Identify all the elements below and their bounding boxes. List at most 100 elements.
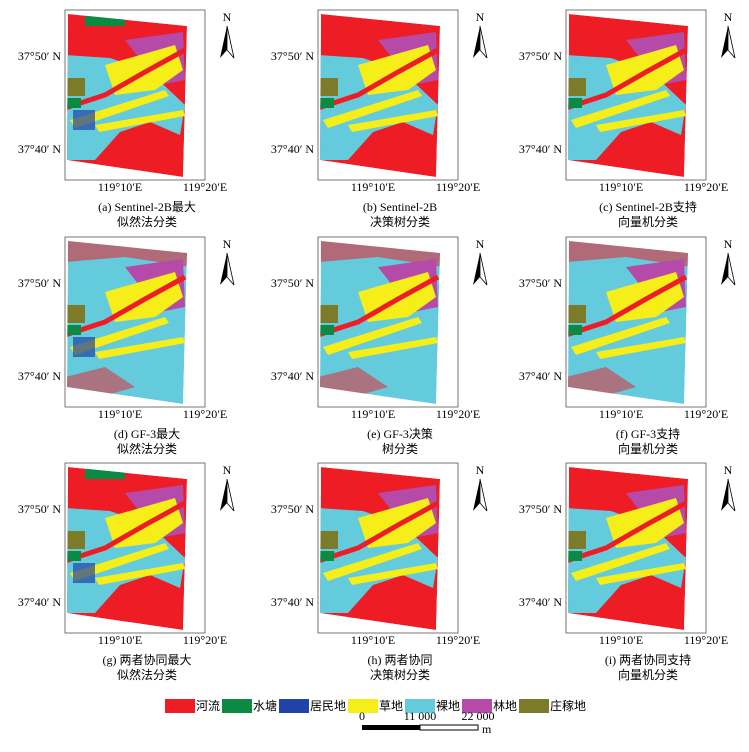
legend-label: 水塘: [253, 698, 277, 713]
map: [67, 241, 187, 404]
north-arrow: [721, 26, 728, 58]
north-arrow: [721, 253, 728, 285]
map-region: [73, 563, 95, 583]
map-region: [320, 531, 338, 549]
map-region: [320, 274, 440, 338]
legend-swatch: [279, 699, 309, 713]
lat-label: 37°40′ N: [18, 595, 61, 609]
lat-label: 37°50′ N: [18, 276, 61, 290]
map-region: [95, 110, 185, 132]
map-region: [348, 563, 438, 585]
lon-label: 119°10′E: [599, 633, 643, 647]
north-arrow: [220, 479, 227, 511]
scale-label: 11 000: [404, 709, 437, 723]
north-label: N: [476, 10, 485, 24]
map-region: [320, 325, 334, 335]
lon-label: 119°20′E: [436, 407, 480, 421]
scale-bar: [419, 724, 479, 731]
caption: 向量机分类: [618, 667, 678, 682]
north-arrow: [473, 26, 480, 58]
lon-label: 119°20′E: [183, 633, 227, 647]
caption: (g) 两者协同最大: [103, 652, 192, 667]
map-region: [568, 531, 586, 549]
legend-label: 河流: [196, 699, 220, 713]
lat-label: 37°40′ N: [18, 142, 61, 156]
map: [320, 241, 440, 404]
lat-label: 37°50′ N: [271, 276, 314, 290]
scale-bar: [362, 725, 420, 730]
north-arrow: [727, 478, 736, 512]
lon-label: 119°20′E: [684, 407, 728, 421]
map-region: [568, 551, 582, 561]
caption: 似然法分类: [117, 214, 177, 229]
legend-swatch: [519, 699, 549, 713]
legend-swatch: [222, 699, 252, 713]
map-region: [568, 47, 688, 111]
lat-label: 37°50′ N: [519, 502, 562, 516]
lat-label: 37°40′ N: [271, 369, 314, 383]
map-region: [67, 325, 81, 335]
lat-label: 37°40′ N: [519, 369, 562, 383]
map: [568, 241, 688, 404]
lat-label: 37°50′ N: [18, 49, 61, 63]
scale-label: 22 000: [462, 709, 495, 723]
map-region: [67, 551, 81, 561]
lon-label: 119°10′E: [351, 407, 395, 421]
north-label: N: [724, 10, 733, 24]
lon-label: 119°10′E: [98, 407, 142, 421]
map-region: [571, 543, 670, 581]
legend-label: 裸地: [436, 698, 460, 713]
map-region: [596, 563, 686, 585]
map-region: [67, 47, 187, 111]
caption: (i) 两者协同支持: [605, 652, 691, 667]
lat-label: 37°50′ N: [519, 276, 562, 290]
map-region: [568, 78, 586, 96]
map-region: [323, 317, 422, 355]
lon-label: 119°20′E: [684, 180, 728, 194]
lon-label: 119°20′E: [436, 633, 480, 647]
map-region: [323, 90, 422, 128]
caption: 向量机分类: [618, 441, 678, 456]
map-region: [95, 563, 185, 585]
map-region: [348, 337, 438, 359]
map-region: [596, 110, 686, 132]
north-arrow: [473, 253, 480, 285]
lon-label: 119°10′E: [599, 407, 643, 421]
legend-label: 庄稼地: [550, 698, 586, 713]
map: [67, 14, 187, 177]
north-label: N: [724, 463, 733, 477]
scale-label: 0: [359, 709, 365, 723]
caption: (b) Sentinel-2B: [363, 200, 437, 214]
caption: (f) GF-3支持: [616, 426, 680, 441]
north-arrow: [226, 252, 235, 286]
north-label: N: [223, 10, 232, 24]
map-region: [596, 337, 686, 359]
lon-label: 119°20′E: [183, 407, 227, 421]
north-arrow: [226, 25, 235, 59]
map-region: [67, 531, 85, 549]
north-arrow: [479, 25, 488, 59]
map-region: [320, 500, 440, 564]
north-arrow: [727, 252, 736, 286]
legend-swatch: [165, 699, 195, 713]
map-region: [568, 305, 586, 323]
legend-swatch: [405, 699, 435, 713]
map: [67, 467, 187, 630]
lat-label: 37°40′ N: [271, 142, 314, 156]
lat-label: 37°40′ N: [18, 369, 61, 383]
caption: 决策树分类: [370, 214, 430, 229]
map: [320, 467, 440, 630]
legend-swatch: [348, 699, 378, 713]
caption: 决策树分类: [370, 667, 430, 682]
north-label: N: [223, 463, 232, 477]
map: [568, 14, 688, 177]
map-region: [320, 78, 338, 96]
north-label: N: [223, 237, 232, 251]
map-region: [348, 110, 438, 132]
north-arrow: [226, 478, 235, 512]
map-region: [568, 500, 688, 564]
caption: 树分类: [382, 441, 418, 456]
scale-unit: m: [482, 722, 492, 736]
map-region: [95, 337, 185, 359]
